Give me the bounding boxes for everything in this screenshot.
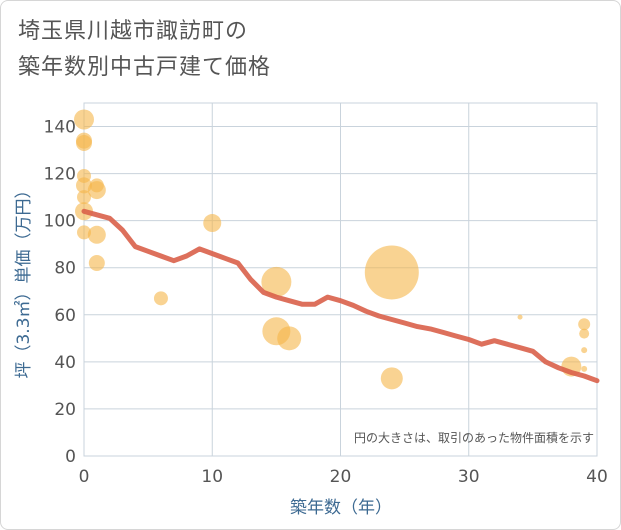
chart-title-line1: 埼玉県川越市諏訪町の <box>18 19 249 44</box>
trend-line <box>81 208 600 384</box>
grid <box>83 102 598 457</box>
data-bubble <box>76 135 92 152</box>
chart-title-line2: 築年数別中古戸建て価格 <box>18 55 272 80</box>
data-bubble <box>77 225 91 240</box>
y-tick-label: 100 <box>44 212 76 232</box>
x-tick-label: 20 <box>330 467 352 487</box>
data-bubble <box>581 347 588 354</box>
y-tick-label: 60 <box>54 306 76 326</box>
y-tick-label: 140 <box>44 118 76 138</box>
data-bubble <box>364 245 419 300</box>
x-tick-label: 10 <box>201 467 223 487</box>
data-bubble <box>277 326 302 351</box>
data-bubble <box>77 190 91 205</box>
y-axis-label: 坪（3.3㎡）単価（万円） <box>14 181 34 378</box>
y-tick-label: 40 <box>54 353 76 373</box>
data-bubble <box>380 367 403 390</box>
trend-line-group <box>81 208 600 384</box>
data-bubble <box>88 255 105 272</box>
chart-title: 埼玉県川越市諏訪町の 築年数別中古戸建て価格 <box>18 14 418 86</box>
y-tick-label: 0 <box>65 447 76 467</box>
bubble-size-note: 円の大きさは、取引のあった物件面積を示す <box>354 430 594 445</box>
data-bubble <box>74 109 94 130</box>
data-bubble <box>261 266 292 297</box>
data-bubble <box>578 318 591 331</box>
x-axis-label: 築年数（年） <box>290 498 392 518</box>
y-tick-label: 20 <box>54 400 76 420</box>
x-tick-label: 0 <box>79 467 90 487</box>
data-bubble <box>579 328 590 339</box>
bubbles <box>74 109 591 390</box>
data-bubble <box>87 181 106 200</box>
data-bubble <box>153 291 168 306</box>
data-bubble <box>203 214 222 233</box>
x-tick-label: 40 <box>586 467 608 487</box>
y-tick-label: 80 <box>54 259 76 279</box>
x-tick-label: 30 <box>458 467 480 487</box>
data-bubble <box>517 314 523 320</box>
y-tick-label: 120 <box>44 165 76 185</box>
data-bubble <box>581 365 588 372</box>
data-bubble <box>87 225 106 244</box>
tick-labels: 0 20 40 60 80 100 120 140 0 10 20 30 40 <box>44 118 608 487</box>
